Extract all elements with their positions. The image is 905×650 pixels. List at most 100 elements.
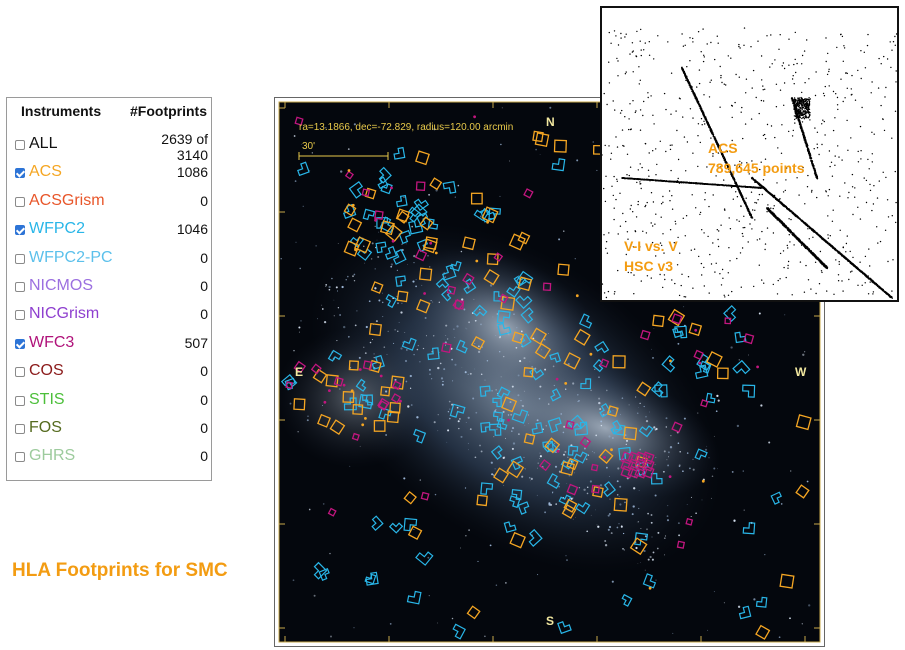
instrument-name[interactable]: NICMOS (29, 277, 93, 294)
cmd-point (624, 177, 626, 179)
instrument-row-wfc3[interactable]: WFC3 507 (7, 330, 211, 358)
star (464, 371, 467, 374)
star (371, 242, 374, 245)
instrument-name[interactable]: ACSGrism (29, 191, 105, 209)
cmd-point (673, 181, 675, 183)
wfpc2-footprint (403, 517, 418, 532)
checkbox-all[interactable] (15, 140, 25, 150)
instrument-name[interactable]: COS (29, 362, 64, 380)
star (590, 389, 592, 392)
cmd-point (762, 187, 765, 189)
star (567, 363, 570, 366)
point-footprint (354, 248, 357, 252)
footprint-count: 0 (200, 278, 208, 294)
instrument-name[interactable]: GHRS (29, 447, 76, 465)
star (738, 359, 741, 361)
star (647, 512, 649, 515)
checkbox-wfc3[interactable] (15, 338, 25, 349)
star (663, 471, 665, 473)
wfc3-footprint (452, 298, 465, 311)
instrument-row-wfpc2-pc[interactable]: WFPC2-PC 0 (7, 245, 211, 273)
star (626, 439, 628, 442)
star (585, 458, 588, 461)
instrument-name[interactable]: STIS (29, 390, 65, 408)
acs-footprint (293, 398, 306, 411)
instrument-row-nicmos[interactable]: NICMOS 0 (7, 273, 211, 301)
star (710, 497, 712, 499)
acs-footprint (386, 410, 400, 424)
cmd-point (652, 179, 654, 181)
wfpc2-footprint (546, 473, 560, 489)
cmd-point (663, 180, 665, 182)
instrument-name[interactable]: ALL (29, 135, 58, 152)
checkbox-stis[interactable] (15, 395, 25, 406)
instrument-row-all[interactable]: ALL 2639 of 3140 (7, 131, 211, 163)
instrument-row-cos[interactable]: COS 0 (7, 358, 211, 386)
star (413, 528, 415, 530)
page-caption: HLA Footprints for SMC (12, 560, 228, 581)
instrument-row-ghrs[interactable]: GHRS 0 (7, 443, 211, 471)
star (808, 604, 811, 607)
instrument-row-fos[interactable]: FOS 0 (7, 415, 211, 443)
cmd-point (848, 260, 851, 262)
cmd-point (693, 92, 695, 95)
star (578, 399, 580, 402)
wfc3-footprint (639, 329, 651, 341)
instrument-name[interactable]: WFPC2 (29, 220, 85, 238)
wfpc2-footprint (284, 377, 296, 391)
checkbox-nicgrism[interactable] (15, 310, 25, 321)
sky-map-canvas[interactable]: ra=13.1866, dec=-72.829, radius=120.00 a… (275, 98, 824, 646)
checkbox-acsgrism[interactable] (15, 196, 25, 207)
instrument-name[interactable]: WFPC2-PC (29, 248, 113, 266)
cmd-point (721, 153, 724, 155)
instrument-row-stis[interactable]: STIS 0 (7, 387, 211, 415)
instrument-row-acs[interactable]: ACS 1086 (7, 159, 211, 187)
instrument-name[interactable]: ACS (29, 163, 62, 181)
checkbox-fos[interactable] (15, 424, 25, 434)
wfc3-footprint (743, 333, 755, 345)
star (622, 532, 625, 535)
star (416, 348, 419, 351)
star (467, 286, 470, 289)
star (451, 403, 454, 406)
checkbox-wfpc2[interactable] (15, 225, 25, 236)
checkbox-ghrs[interactable] (15, 452, 25, 463)
checkbox-cos[interactable] (15, 367, 25, 378)
star (432, 335, 435, 337)
star (323, 320, 327, 324)
cmd-point (761, 187, 763, 189)
checkbox-acs[interactable] (15, 168, 25, 179)
instrument-row-nicgrism[interactable]: NICGrism 0 (7, 301, 211, 329)
checkbox-wfpc2-pc[interactable] (15, 253, 25, 264)
star (570, 497, 573, 500)
wfc3-footprint (441, 342, 452, 354)
cmd-point (825, 240, 827, 242)
instrument-name[interactable]: WFC3 (29, 333, 75, 351)
acs-footprint (553, 139, 567, 153)
checkbox-nicmos[interactable] (15, 282, 25, 292)
star (437, 622, 439, 624)
star (596, 524, 598, 526)
acs-footprint (312, 368, 328, 384)
star (565, 388, 567, 390)
cmd-point (721, 151, 723, 154)
wfc3-footprint (333, 376, 344, 387)
star (574, 258, 576, 260)
point-footprint (475, 259, 479, 263)
cmd-point (716, 143, 718, 145)
star (760, 404, 763, 407)
instrument-name[interactable]: NICGrism (29, 305, 100, 323)
instrument-row-acsgrism[interactable]: ACSGrism 0 (7, 188, 211, 216)
star (778, 636, 781, 639)
star (689, 467, 691, 470)
star (384, 390, 388, 393)
instrument-row-wfpc2[interactable]: WFPC2 1046 (7, 216, 211, 244)
star (708, 457, 710, 459)
wfpc2-footprint (734, 331, 747, 344)
wfpc2-footprint (551, 158, 566, 172)
wfc3-footprint (641, 465, 655, 479)
instrument-name[interactable]: FOS (29, 419, 62, 436)
cmd-point (809, 227, 811, 229)
wfpc2-footprint (492, 411, 504, 422)
cmd-point (724, 161, 727, 163)
